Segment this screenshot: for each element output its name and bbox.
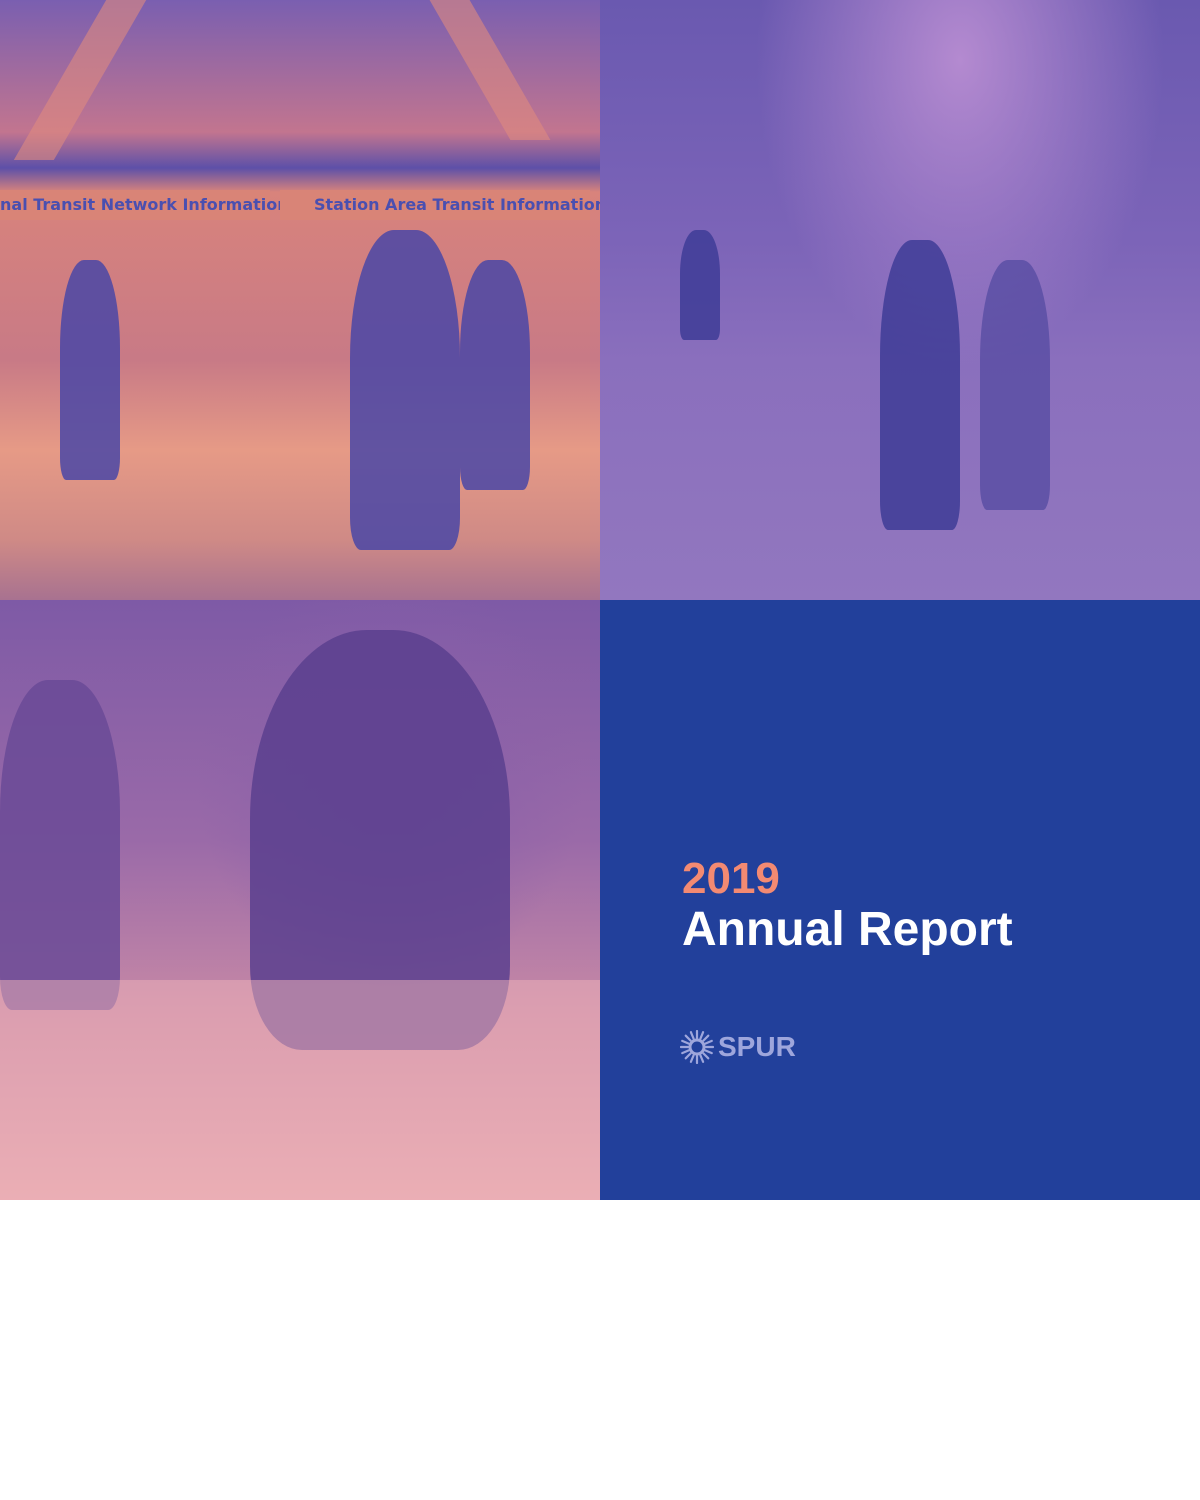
table-map [0,980,600,1200]
person [980,260,1050,510]
person [680,230,720,340]
spur-logo: SPUR [680,1030,796,1064]
sign-station-area: Station Area Transit Information [280,190,600,220]
person [460,260,530,490]
ceiling-light [429,0,551,140]
ceiling-light [13,0,147,160]
title-panel: 2019 Annual Report SPUR [600,600,1200,1200]
photo-workshop [0,600,600,1200]
sign-regional-transit: nal Transit Network Information [0,190,289,220]
report-year: 2019 [682,854,780,903]
photo-street-night [600,0,1200,600]
person [0,680,120,1010]
report-title: Annual Report [682,903,1013,956]
photo-transit-station: nal Transit Network Information Station … [0,0,600,600]
person [880,240,960,530]
logo-text: SPUR [718,1031,796,1062]
person [350,230,460,550]
person [60,260,120,480]
sun-icon [680,1030,714,1064]
